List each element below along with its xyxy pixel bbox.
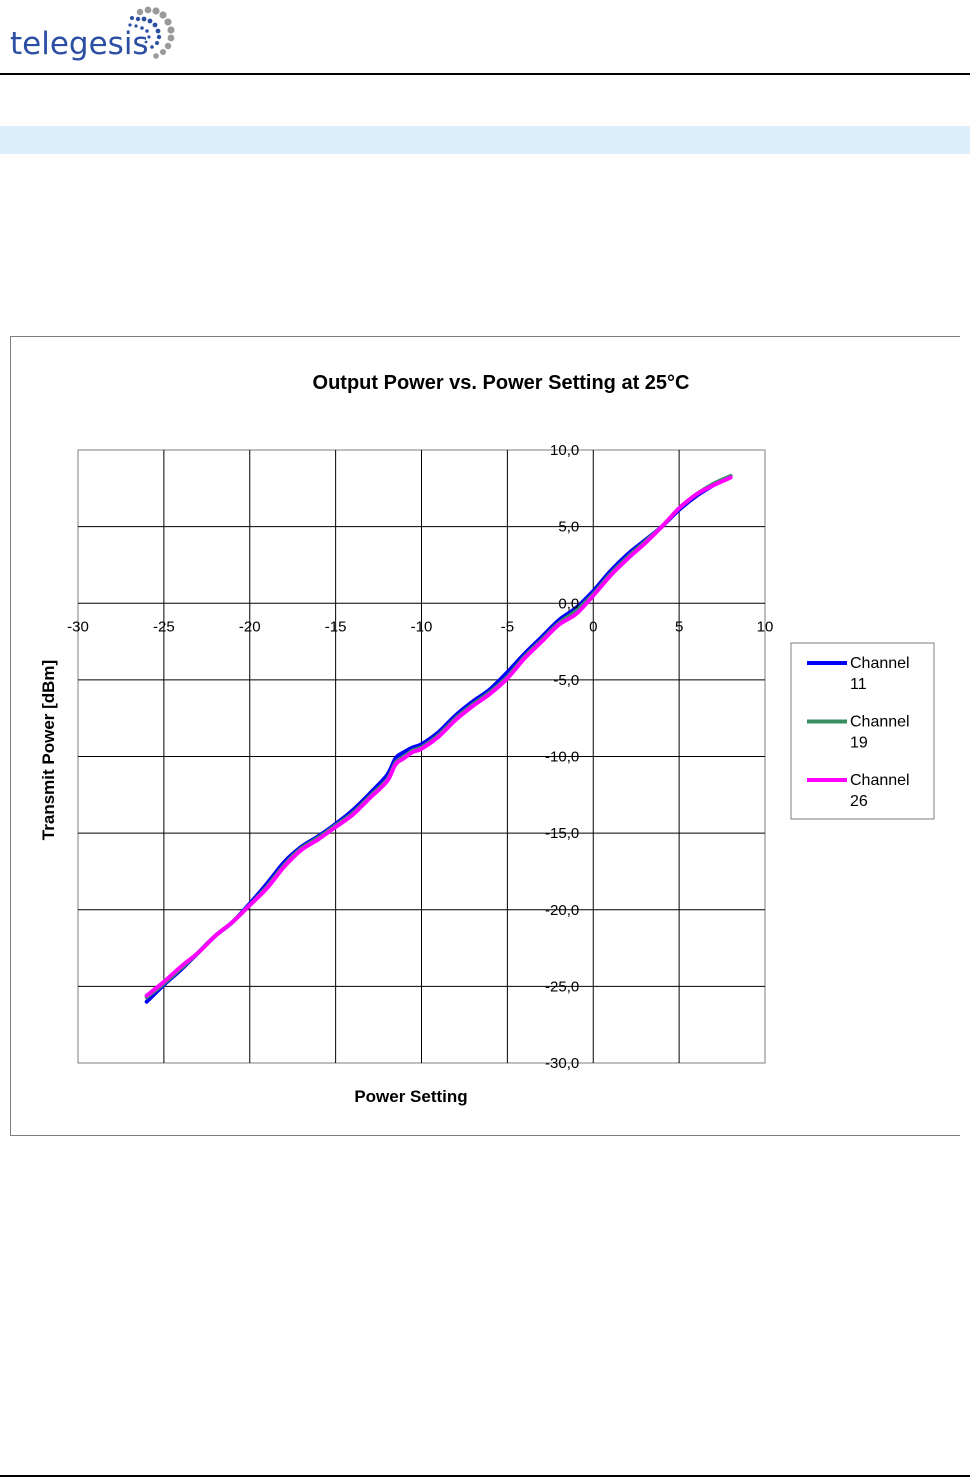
legend-box xyxy=(790,642,935,820)
x-tick-label: 10 xyxy=(757,618,774,635)
y-tick-labels: 10,0 5,0 0,0 -5,0 -10,0 -15,0 -20,0 -25,0 -30,0 xyxy=(545,442,579,1072)
company-logo: telegesis xyxy=(10,4,180,70)
x-tick-label: -25 xyxy=(153,618,175,635)
y-tick-label: 0,0 xyxy=(558,595,579,612)
y-tick-label: 5,0 xyxy=(558,519,579,536)
legend-label: Channel xyxy=(850,772,910,789)
chart-title: Output Power vs. Power Setting at 25°C xyxy=(313,372,690,394)
logo-dots-icon xyxy=(128,6,175,59)
x-axis-label: Power Setting xyxy=(354,1087,467,1106)
legend-label-number: 11 xyxy=(850,676,867,693)
y-tick-label: -5,0 xyxy=(553,672,579,689)
x-tick-labels: -30 -25 -20 -15 -10 -5 0 5 10 xyxy=(67,618,773,635)
x-tick-label: -30 xyxy=(67,618,89,635)
chart-legend: Channel 11 Channel 19 Channel 26 xyxy=(790,642,935,820)
legend-label: Channel xyxy=(850,714,910,731)
page-header: telegesis xyxy=(0,0,970,76)
legend-label-number: 19 xyxy=(850,735,868,752)
x-tick-label: 0 xyxy=(589,618,597,635)
series-line-3 xyxy=(144,475,733,998)
legend-label-number: 26 xyxy=(850,793,868,810)
y-tick-label: 10,0 xyxy=(550,442,579,459)
plot-series xyxy=(144,474,733,1004)
y-tick-label: -15,0 xyxy=(545,825,579,842)
y-tick-label: -25,0 xyxy=(545,978,579,995)
y-axis-label: Transmit Power [dBm] xyxy=(39,660,58,840)
x-tick-label: -15 xyxy=(325,618,347,635)
section-band xyxy=(0,126,970,154)
y-tick-label: -10,0 xyxy=(545,749,579,766)
logo-wordmark: telegesis xyxy=(10,26,149,62)
y-tick-label: -20,0 xyxy=(545,902,579,919)
y-tick-label: -30,0 xyxy=(545,1055,579,1072)
x-tick-label: 5 xyxy=(675,618,683,635)
x-tick-label: -10 xyxy=(411,618,433,635)
legend-label: Channel xyxy=(850,655,910,672)
x-tick-label: -5 xyxy=(501,618,514,635)
x-tick-label: -20 xyxy=(239,618,261,635)
footer-divider xyxy=(0,1475,970,1477)
header-divider xyxy=(0,73,970,75)
chart-frame xyxy=(10,336,960,1136)
